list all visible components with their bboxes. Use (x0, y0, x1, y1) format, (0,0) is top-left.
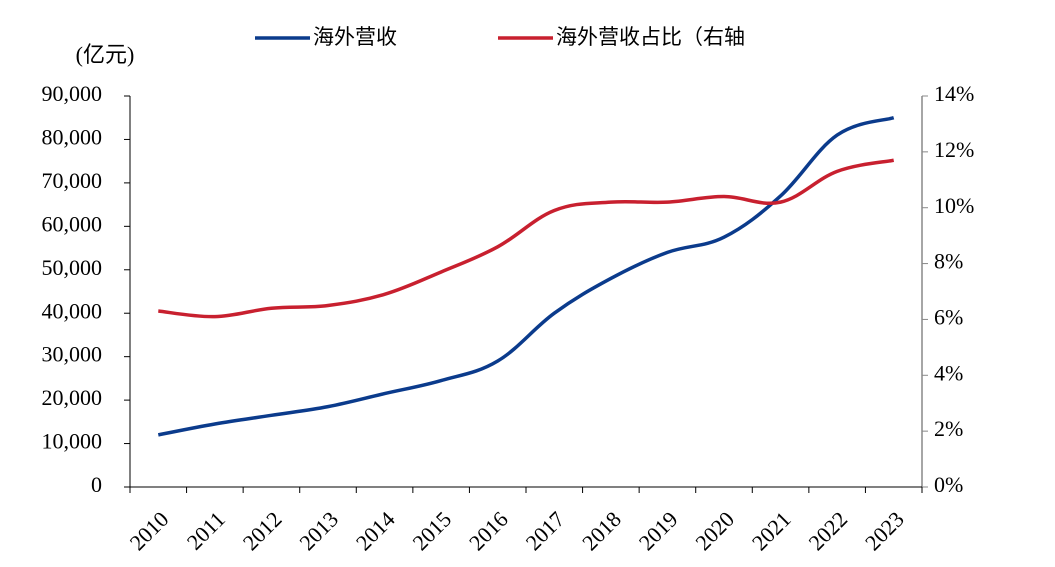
x-tick-label: 2012 (238, 506, 287, 555)
x-tick-label: 2020 (690, 506, 739, 555)
x-tick-label: 2017 (521, 506, 570, 555)
legend-label: 海外营收 (313, 25, 397, 49)
y-tick-label: 70,000 (42, 168, 103, 193)
y2-tick-label: 12% (934, 137, 974, 162)
y2-tick-label: 14% (934, 81, 974, 106)
y-tick-label: 0 (91, 472, 102, 497)
y2-tick-label: 10% (934, 193, 974, 218)
y-axis-label: (亿元) (76, 42, 135, 67)
y-tick-label: 10,000 (42, 429, 103, 454)
x-tick-label: 2022 (803, 506, 852, 555)
y-tick-label: 40,000 (42, 298, 103, 323)
line-series (158, 158, 895, 319)
legend-label: 海外营收占比（右轴 (556, 25, 745, 49)
x-tick-label: 2015 (407, 506, 456, 555)
y2-tick-label: 2% (934, 416, 963, 441)
y-tick-label: 20,000 (42, 385, 103, 410)
x-tick-label: 2010 (125, 506, 174, 555)
x-tick-label: 2011 (182, 506, 230, 554)
line-series (157, 116, 895, 437)
y-tick-label: 50,000 (42, 255, 103, 280)
x-tick-label: 2016 (464, 506, 513, 555)
x-tick-label: 2014 (351, 506, 400, 555)
y-tick-label: 90,000 (42, 81, 103, 106)
y-tick-label: 30,000 (42, 342, 103, 367)
x-tick-label: 2013 (294, 506, 343, 555)
y2-tick-label: 6% (934, 304, 963, 329)
y2-tick-label: 4% (934, 360, 963, 385)
y2-tick-label: 0% (934, 472, 963, 497)
x-tick-label: 2023 (860, 506, 909, 555)
y-tick-label: 60,000 (42, 211, 103, 236)
y2-tick-label: 8% (934, 249, 963, 274)
legend: 海外营收 海外营收占比（右轴 (255, 25, 745, 49)
y-tick-label: 80,000 (42, 124, 103, 149)
x-tick-label: 2018 (577, 506, 626, 555)
x-tick-label: 2019 (634, 506, 683, 555)
x-tick-label: 2021 (747, 506, 796, 555)
